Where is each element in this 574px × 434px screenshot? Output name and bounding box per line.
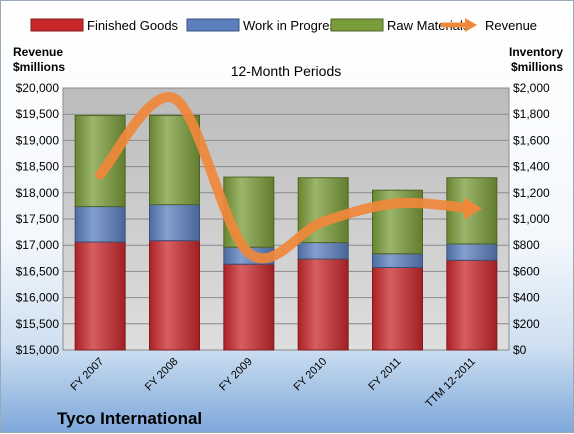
bar-segment [446,259,498,351]
x-axis-tick-label: FY 2008 [143,356,181,394]
left-axis-tick-label: $18,500 [16,160,60,174]
legend-label: Revenue [485,18,537,33]
bar-segment [74,241,126,351]
left-axis-tick-label: $17,500 [16,212,60,226]
left-axis-tick-label: $17,000 [16,238,60,252]
legend-label: Work in Progress [243,18,343,33]
x-axis-ticks: FY 2007 FY 2008 FY 2009 FY 2010 FY 2011 TTM 1… [69,356,478,411]
left-axis-tick-label: $19,000 [16,133,60,147]
left-axis-title-line2: $millions [13,60,65,74]
bar-segment [74,206,126,243]
right-axis-tick-label: $200 [513,317,540,331]
bar-segment [74,115,126,208]
x-axis-tick-label: FY 2009 [217,356,255,394]
right-axis-tick-label: $1,200 [513,186,550,200]
bars [74,115,498,351]
left-axis-ticks: $15,000 $15,500 $16,000 $16,500 $17,000 $17,5… [16,81,60,357]
right-axis-tick-label: $1,600 [513,133,550,147]
x-axis-tick-label: FY 2010 [292,356,330,394]
bar-segment [149,240,200,351]
right-axis-tick-label: $400 [513,291,540,305]
bar-segment [372,253,423,268]
left-axis-tick-label: $16,000 [16,291,60,305]
legend-swatch [186,18,240,32]
right-axis-title-line2: $millions [511,60,563,74]
x-axis-tick-label: FY 2011 [366,356,403,393]
bar-segment [297,258,349,351]
revenue-line [95,92,477,264]
legend-line-arrow [465,18,477,32]
legend-swatch [30,18,84,32]
right-axis-tick-label: $0 [513,343,527,357]
legend-label: Raw Materials [387,18,470,33]
revenue-line-layer [95,92,482,264]
right-axis-tick-label: $1,400 [513,160,550,174]
company-name: Tyco International [57,409,202,428]
left-axis-tick-label: $19,500 [16,107,60,121]
left-axis-tick-label: $20,000 [16,81,60,95]
gridlines [63,87,509,351]
legend: Finished Goods Work in Progress Raw Materi… [30,18,537,33]
bar-segment [297,242,349,260]
x-axis-tick-label: TTM 12-2011 [423,356,478,411]
right-axis-tick-label: $2,000 [513,81,550,95]
right-axis-title-line1: Inventory [509,45,563,59]
left-axis-tick-label: $18,000 [16,186,60,200]
legend-swatch [330,18,384,32]
bar-segment [223,263,275,351]
right-axis-tick-label: $800 [513,238,540,252]
x-axis-tick-label: FY 2007 [69,356,107,394]
left-axis-tick-label: $16,500 [16,264,60,278]
bar-segment [446,243,498,261]
right-axis-tick-label: $1,000 [513,212,550,226]
chart-subtitle: 12-Month Periods [231,63,342,79]
revenue-line-arrowhead [463,197,482,220]
right-axis-ticks: $0 $200 $400 $600 $800 $1,000 $1,200 $1,400 $1,6… [513,81,550,357]
legend-label: Finished Goods [87,18,179,33]
bar-segment [149,204,200,242]
right-axis-tick-label: $600 [513,264,540,278]
bar-segment [372,266,423,351]
left-axis-title-line1: Revenue [13,45,63,59]
right-axis-tick-label: $1,800 [513,107,550,121]
left-axis-tick-label: $15,000 [16,343,60,357]
left-axis-tick-label: $15,500 [16,317,60,331]
